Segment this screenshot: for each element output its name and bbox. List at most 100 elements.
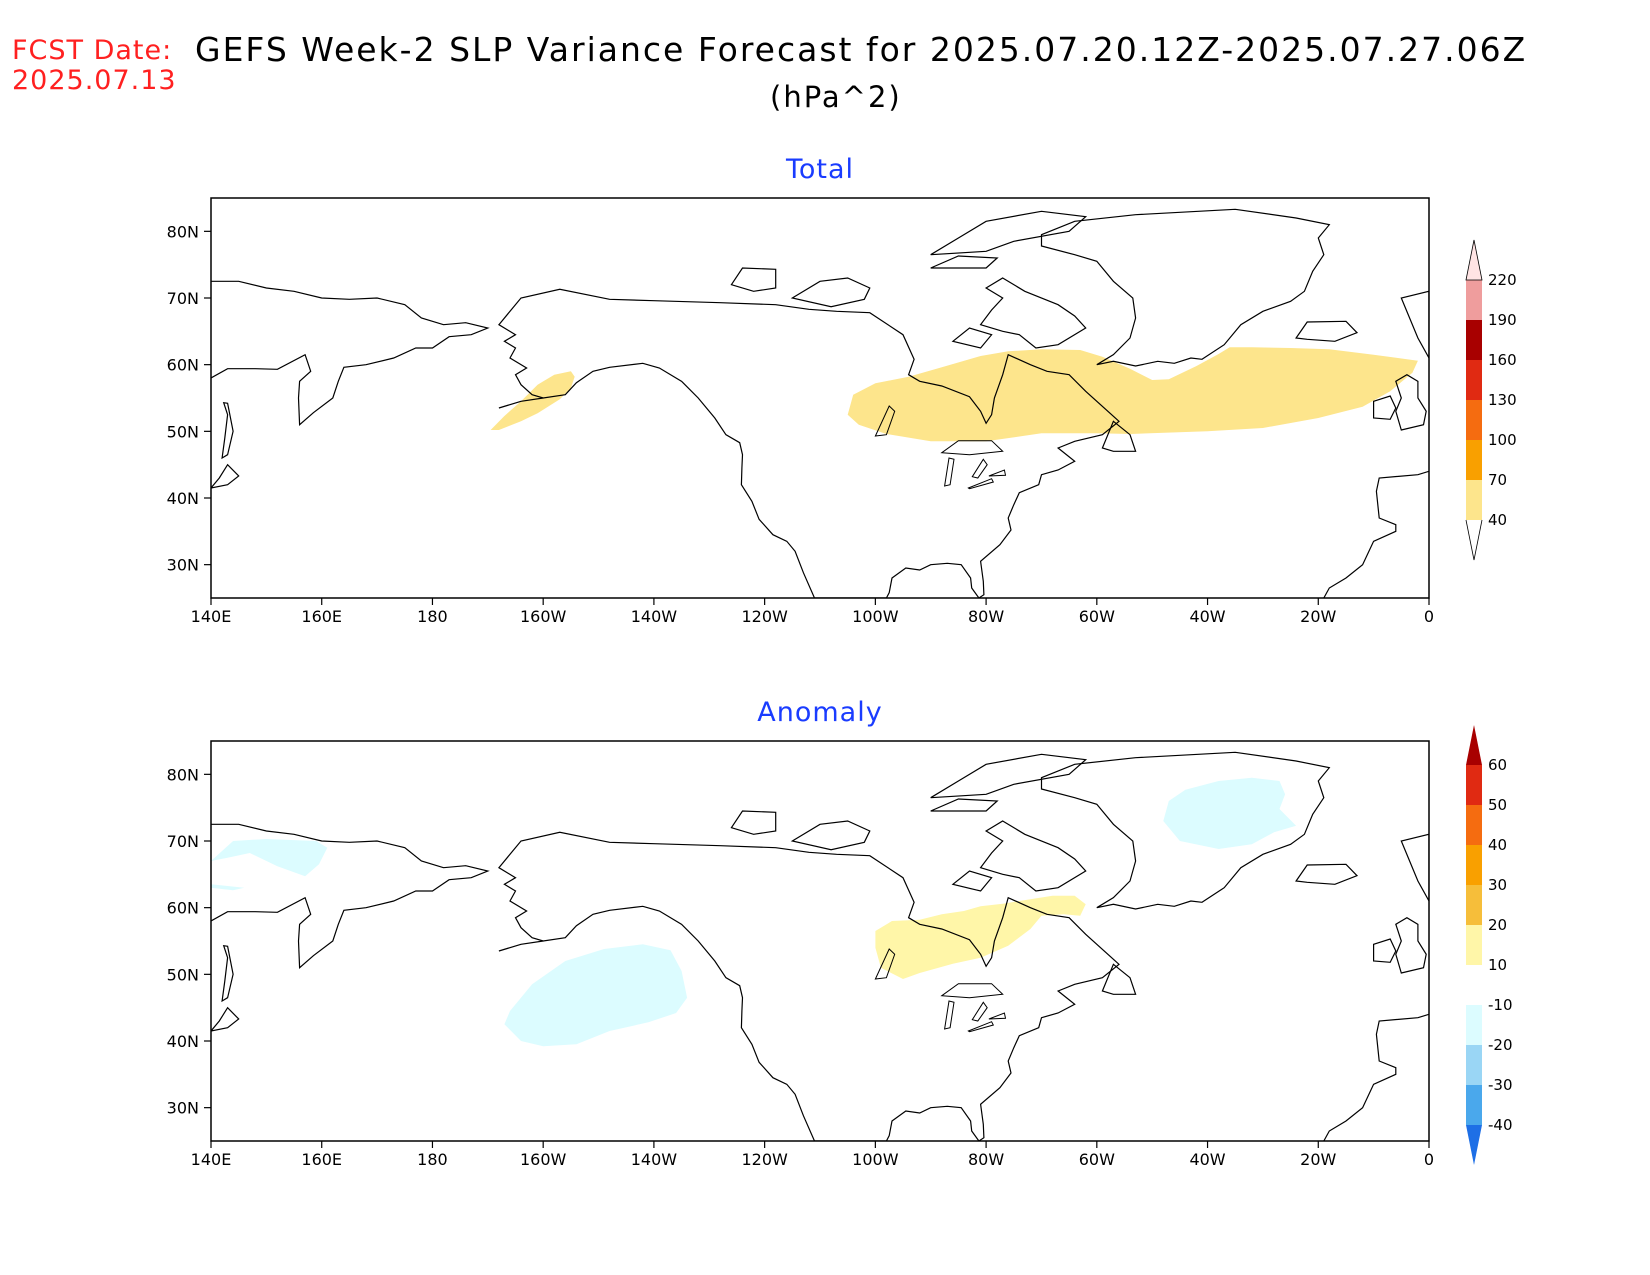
lat-tick-label: 50N [167, 965, 199, 984]
colorbar-label: 50 [1488, 796, 1507, 814]
lon-tick-label: 140E [191, 1150, 232, 1169]
colorbar-label: 30 [1488, 876, 1507, 894]
colorbar-bottom-triangle [1465, 519, 1483, 561]
lon-tick-label: 100W [852, 1150, 899, 1169]
lake-outline [967, 1021, 995, 1033]
lon-tick-label: 20W [1300, 1150, 1336, 1169]
coastline [1295, 320, 1359, 342]
negative-anomaly-fill [211, 884, 245, 891]
lon-tick-label: 0 [1424, 607, 1434, 626]
lon-tick-label: 20W [1300, 607, 1336, 626]
lon-tick-label: 180 [417, 607, 448, 626]
negative-anomaly-fill [211, 839, 328, 877]
coastline [211, 463, 240, 489]
coastline [951, 870, 993, 892]
page-title: GEFS Week-2 SLP Variance Forecast for 20… [195, 30, 1528, 69]
lat-tick-label: 80N [167, 222, 199, 241]
lake-outline [971, 1001, 988, 1022]
coastline [497, 288, 1120, 598]
coastline [790, 277, 871, 308]
lake-outline [874, 948, 896, 980]
colorbar-label: 190 [1488, 311, 1517, 329]
coastline [979, 277, 1087, 349]
colorbar-label: 40 [1488, 836, 1507, 854]
coastline [1373, 395, 1397, 420]
lon-tick-label: 120W [741, 1150, 788, 1169]
lon-tick-label: 180 [417, 1150, 448, 1169]
lon-tick-label: 140W [631, 1150, 678, 1169]
coastline [498, 940, 544, 952]
coastline [930, 798, 999, 812]
lat-tick-label: 40N [167, 1032, 199, 1051]
colorbar-swatch [1466, 1045, 1482, 1085]
lat-tick-label: 30N [167, 556, 199, 575]
lake-outline [874, 405, 896, 437]
coastline [498, 397, 544, 409]
lat-tick-label: 60N [167, 899, 199, 918]
coastline [1040, 208, 1331, 367]
coastline [221, 944, 234, 1003]
colorbar-label: 40 [1488, 511, 1507, 529]
lat-tick-label: 40N [167, 489, 199, 508]
lake-outline [940, 440, 1004, 456]
map-frame [210, 197, 1430, 599]
colorbar-label: -20 [1488, 1036, 1513, 1054]
coastline [730, 810, 777, 835]
lat-tick-label: 60N [167, 356, 199, 375]
colorbar-label: 20 [1488, 916, 1507, 934]
colorbar-swatch [1466, 320, 1482, 360]
panel-total: Total 140E 160E 180 160W 140W 120W 100W 80W 60W 40… [167, 154, 1517, 626]
coastline [930, 753, 1088, 799]
lon-tick-label: 100W [852, 607, 899, 626]
lon-tick-label: 160W [520, 607, 567, 626]
coastline [1101, 963, 1137, 995]
fcst-date-block: FCST Date: 2025.07.13 [12, 36, 177, 96]
coastline [211, 1006, 240, 1032]
colorbar-label: -40 [1488, 1116, 1513, 1134]
coastline [1400, 833, 1429, 903]
colorbar-bottom-triangle [1466, 1125, 1482, 1165]
colorbar-label: 70 [1488, 471, 1507, 489]
fcst-date: 2025.07.13 [12, 65, 177, 96]
coastline [790, 820, 871, 851]
coastline [1395, 374, 1427, 431]
colorbar: 40 70 100 130 160 190 220 [1465, 239, 1517, 561]
colorbar-swatch [1466, 805, 1482, 845]
coastline [211, 823, 490, 969]
map-area [211, 741, 1429, 1141]
colorbar-swatch [1466, 440, 1482, 480]
lake-outline [971, 458, 988, 479]
colorbar-swatch [1466, 400, 1482, 440]
colorbar-label: 130 [1488, 391, 1517, 409]
coastline [1101, 420, 1137, 452]
lake-outline [943, 457, 955, 487]
lake-outline [940, 983, 1004, 999]
panel-anomaly: Anomaly 140E 160E 180 160W 140W 120W 100W 80W 60W… [167, 697, 1513, 1169]
colorbar-label: 160 [1488, 351, 1517, 369]
colorbar-label: 60 [1488, 756, 1507, 774]
positive-anomaly-fill [875, 895, 1086, 979]
colorbar-swatch [1466, 885, 1482, 925]
colorbar-swatch [1466, 360, 1482, 400]
colorbar-swatch [1466, 1085, 1482, 1125]
map-area [211, 198, 1429, 598]
negative-anomaly-fill [1163, 777, 1297, 849]
lat-tick-label: 70N [167, 289, 199, 308]
coastline [1373, 938, 1397, 963]
coastline [979, 820, 1087, 892]
lon-tick-label: 160E [301, 1150, 342, 1169]
colorbar-swatch [1466, 965, 1482, 1005]
colorbar-swatch [1466, 925, 1482, 965]
colorbar-label: 10 [1488, 956, 1507, 974]
lat-tick-label: 70N [167, 832, 199, 851]
lat-tick-label: 80N [167, 765, 199, 784]
panel-title: Total [785, 154, 854, 185]
colorbar-swatch [1466, 1005, 1482, 1045]
map-frame [210, 740, 1430, 1142]
colorbar-label: -30 [1488, 1076, 1513, 1094]
lake-outline [988, 469, 1007, 477]
coastline [730, 267, 777, 292]
lon-tick-label: 60W [1079, 607, 1115, 626]
coastline [1323, 1013, 1429, 1141]
